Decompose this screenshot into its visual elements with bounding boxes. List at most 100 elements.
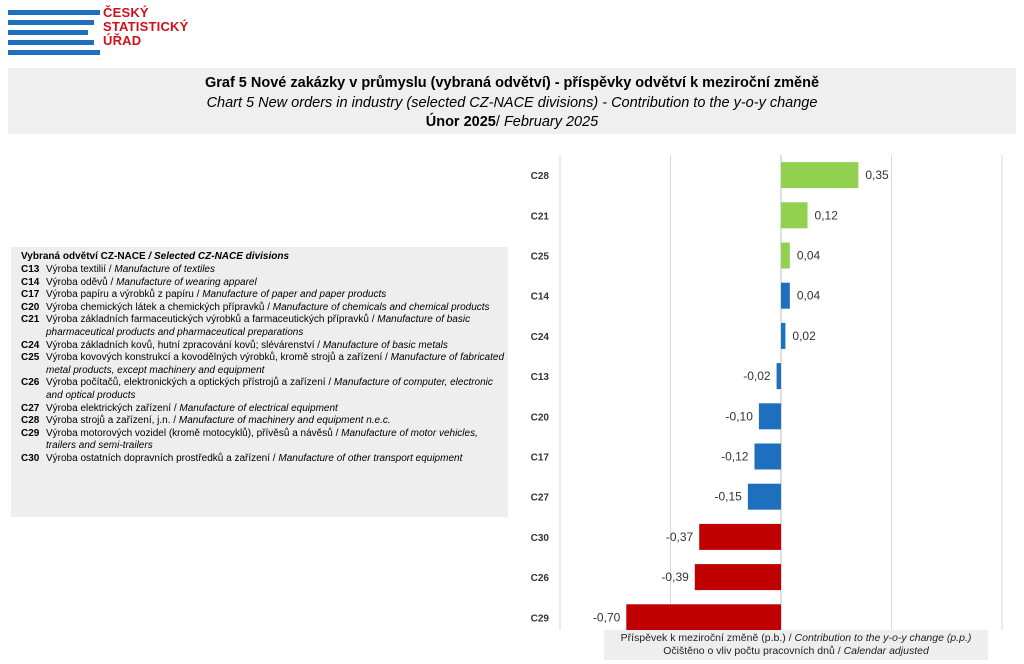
legend-item-en: Manufacture of textiles — [114, 264, 215, 275]
legend-item-c13: C13 Výroba textilií / Manufacture of text… — [21, 264, 507, 277]
legend-item-desc: Výroba ostatních dopravních prostředků a… — [46, 452, 463, 464]
chart-title-box: Graf 5 Nové zakázky v průmyslu (vybraná … — [8, 68, 1016, 134]
category-label: C26 — [531, 573, 550, 584]
legend-item-code: C29 — [21, 427, 40, 439]
legend-item-en: Manufacture of wearing apparel — [116, 276, 257, 288]
category-label: C24 — [531, 332, 550, 343]
legend-item-cz: Výroba textilií — [46, 264, 107, 275]
legend-item-cz: Výroba chemických látek a chemických pří… — [46, 301, 265, 313]
value-label: 0,04 — [797, 289, 821, 303]
legend-item-desc: Výroba oděvů / Manufacture of wearing ap… — [46, 276, 257, 288]
legend-item-desc: Výroba textilií / Manufacture of textile… — [46, 264, 215, 275]
category-label: C25 — [531, 252, 550, 263]
category-label: C30 — [531, 533, 550, 544]
legend-heading: Vybraná odvětví CZ-NACE / Selected CZ-NA… — [21, 251, 289, 264]
bar-c29 — [626, 604, 781, 630]
legend-item-desc: Výroba základních kovů, hutní zpracování… — [46, 339, 448, 351]
legend-item-en: Manufacture of chemicals and chemical pr… — [272, 301, 490, 313]
legend-item-desc: Výroba chemických látek a chemických pří… — [46, 301, 490, 313]
value-label: -0,39 — [661, 570, 689, 584]
legend-item-en: Manufacture of motor vehicles, trailers … — [46, 427, 478, 452]
legend-item-code: C30 — [21, 452, 40, 464]
value-label: -0,37 — [666, 530, 694, 544]
legend-item-c30: C30 Výroba ostatních dopravních prostředk… — [21, 453, 507, 466]
note-en: Calendar adjusted — [843, 645, 929, 657]
legend-item-cz: Výroba kovových konstrukcí a kovodělných… — [46, 352, 383, 364]
legend-item-code: C28 — [21, 415, 40, 427]
legend-item-en: Manufacture of fabricated metal products… — [46, 352, 505, 376]
value-label: -0,15 — [714, 490, 742, 504]
legend-item-en: Manufacture of paper and paper products — [202, 289, 387, 301]
note-cz: Očištěno o vliv počtu pracovních dnů — [663, 645, 835, 657]
legend-item-desc: Výroba elektrických zařízení / Manufactu… — [46, 402, 338, 414]
bar-c27 — [747, 483, 781, 510]
bar-c30 — [699, 523, 781, 550]
legend-item-desc: Výroba papíru a výrobků z papíru / Manuf… — [46, 289, 387, 301]
legend-item-desc: Výroba kovových konstrukcí a kovodělných… — [46, 352, 505, 376]
legend-item-c25: C25 Výroba kovových konstrukcí a kovoděln… — [21, 352, 507, 377]
legend-item-cz: Výroba základních farmaceutických výrobk… — [46, 314, 369, 326]
bar-c17 — [754, 443, 781, 470]
logo-wordmark: ČESKÝ STATISTICKÝ ÚŘAD — [103, 5, 189, 48]
bar-c21 — [781, 202, 808, 229]
bar-c20 — [758, 403, 781, 430]
legend-item-code: C20 — [21, 301, 40, 313]
contribution-bar-chart: C28 0,35 C21 0,12 C25 0,04 C14 0,04 C24 0,02 C13 -0… — [531, 155, 1003, 630]
bar-c14 — [781, 282, 790, 309]
legend-item-desc: Výroba motorových vozidel (kromě motocyk… — [46, 427, 478, 452]
value-label: 0,35 — [865, 168, 889, 182]
category-label: C27 — [531, 493, 550, 504]
bar-c25 — [781, 242, 790, 269]
division-legend: Vybraná odvětví CZ-NACE / Selected CZ-NA… — [11, 247, 508, 517]
legend-heading-en: / Selected CZ-NACE divisions — [145, 251, 290, 262]
legend-heading-cz: Vybraná odvětví CZ-NACE — [21, 251, 146, 262]
legend-item-desc: Výroba základních farmaceutických výrobk… — [46, 314, 471, 338]
legend-item-c28: C28 Výroba strojů a zařízení, j.n. / Manu… — [21, 415, 507, 428]
legend-item-cz: Výroba počítačů, elektronických a optick… — [46, 377, 326, 389]
bar-c24 — [781, 322, 786, 349]
czso-logo: ČESKÝ STATISTICKÝ ÚŘAD — [8, 6, 208, 58]
legend-item-code: C27 — [21, 402, 40, 414]
legend-item-code: C17 — [21, 289, 40, 301]
value-label: 0,04 — [797, 249, 821, 263]
bar-c28 — [781, 162, 859, 189]
legend-item-code: C14 — [21, 276, 40, 288]
chart-title-cz: Graf 5 Nové zakázky v průmyslu (vybraná … — [204, 75, 820, 91]
value-label: 0,12 — [815, 208, 839, 222]
category-label: C13 — [531, 372, 550, 383]
period-separator: / — [495, 114, 504, 130]
legend-item-c27: C27 Výroba elektrických zařízení / Manufa… — [21, 403, 507, 416]
legend-item-cz: Výroba základních kovů, hutní zpracování… — [46, 339, 315, 351]
legend-item-en: Manufacture of machinery and equipment n… — [178, 415, 391, 427]
bar-c26 — [694, 564, 781, 591]
bar-c13 — [776, 363, 781, 390]
legend-item-c26: C26 Výroba počítačů, elektronických a opt… — [21, 377, 507, 402]
adjustment-note: Očištěno o vliv počtu pracovních dnů / C… — [663, 645, 929, 657]
legend-item-c24: C24 Výroba základních kovů, hutní zpracov… — [21, 340, 507, 353]
chart-period: Únor 2025/ February 2025 — [8, 114, 1016, 130]
category-label: C17 — [531, 453, 550, 464]
value-label: -0,12 — [721, 450, 749, 464]
category-label: C14 — [531, 292, 550, 303]
legend-item-en: Manufacture of electrical equipment — [179, 402, 338, 414]
category-label: C28 — [531, 171, 550, 182]
legend-item-code: C24 — [21, 339, 40, 351]
value-label: -0,70 — [593, 610, 621, 624]
xlabel-en: Contribution to the y-o-y change (p.p.) — [794, 632, 972, 644]
legend-item-cz: Výroba strojů a zařízení, j.n. — [46, 415, 171, 427]
legend-item-code: C21 — [21, 314, 40, 326]
legend-item-c29: C29 Výroba motorových vozidel (kromě moto… — [21, 428, 507, 453]
value-label: -0,10 — [726, 409, 754, 423]
legend-item-code: C25 — [21, 352, 40, 364]
legend-item-code: C26 — [21, 377, 40, 389]
legend-item-cz: Výroba motorových vozidel (kromě motocyk… — [46, 427, 333, 439]
logo-stripes-icon — [8, 6, 100, 58]
period-en: February 2025 — [503, 114, 599, 130]
legend-item-c20: C20 Výroba chemických látek a chemických … — [21, 302, 507, 315]
category-label: C29 — [531, 613, 550, 624]
legend-item-c14: C14 Výroba oděvů / Manufacture of wearing… — [21, 277, 507, 290]
legend-item-c17: C17 Výroba papíru a výrobků z papíru / Ma… — [21, 289, 507, 302]
legend-list: C13 Výroba textilií / Manufacture of text… — [21, 264, 507, 466]
category-label: C21 — [531, 211, 550, 222]
legend-item-en: Manufacture of basic pharmaceutical prod… — [46, 314, 471, 338]
